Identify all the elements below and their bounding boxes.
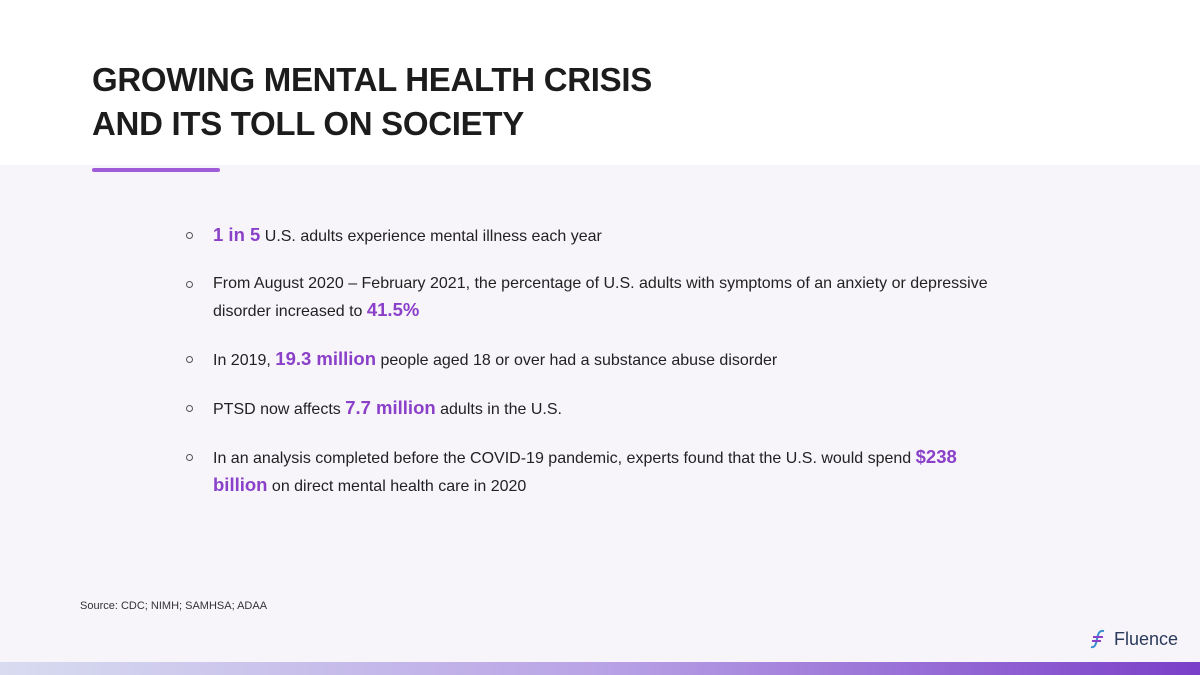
bullet: In 2019, 19.3 million people aged 18 or …: [186, 346, 1013, 374]
logo: Fluence: [1088, 628, 1178, 650]
highlight-text: 7.7 million: [345, 397, 436, 418]
bullet-text: people aged 18 or over had a substance a…: [376, 352, 778, 369]
highlight-text: $238 billion: [213, 446, 957, 495]
highlight-text: 41.5%: [366, 299, 420, 320]
source-note: Source: CDC; NIMH; SAMHSA; ADAA: [80, 600, 268, 612]
title-line: GROWING MENTAL HEALTH CRISIS: [92, 61, 652, 98]
logo-icon: [1090, 629, 1105, 649]
slide-title: GROWING MENTAL HEALTH CRISIS AND ITS TOLL…: [92, 58, 652, 146]
bullet-text: adults in the U.S.: [435, 401, 562, 418]
bullet-text: In 2019,: [213, 352, 276, 369]
bullet: In an analysis completed before the COVI…: [186, 444, 1013, 500]
title-rule: [92, 168, 220, 172]
bullet-text: In an analysis completed before the COVI…: [213, 450, 916, 467]
highlight-text: 19.3 million: [275, 348, 377, 369]
footer-bar: [0, 662, 1200, 675]
bullet: 1 in 5 U.S. adults experience mental ill…: [186, 222, 1013, 250]
bullet: From August 2020 – February 2021, the pe…: [186, 271, 1013, 325]
bullet: PTSD now affects 7.7 million adults in t…: [186, 395, 1013, 423]
bullet-text: From August 2020 – February 2021, the pe…: [213, 275, 988, 320]
bullet-text: U.S. adults experience mental illness ea…: [260, 228, 602, 245]
highlight-text: 1 in 5: [213, 224, 261, 245]
logo-text: Fluence: [1114, 628, 1179, 649]
bullet-text: on direct mental health care in 2020: [267, 478, 527, 495]
header-band: [0, 0, 1200, 165]
bullet-text: PTSD now affects: [213, 401, 346, 418]
bullet-list: 1 in 5 U.S. adults experience mental ill…: [186, 222, 1013, 521]
title-line: AND ITS TOLL ON SOCIETY: [92, 105, 524, 142]
